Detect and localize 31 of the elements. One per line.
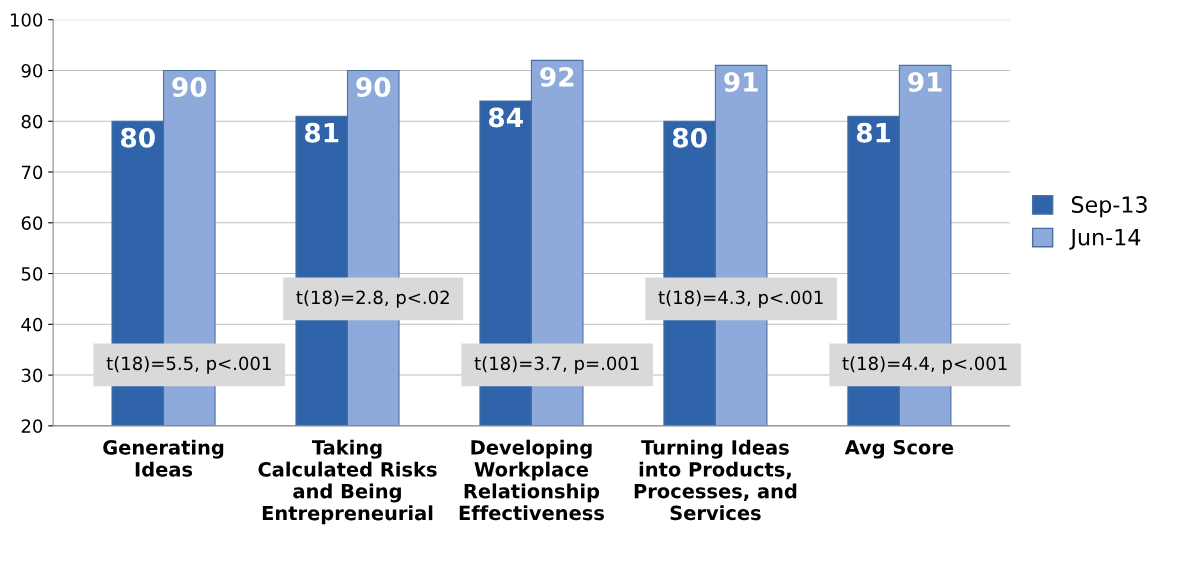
legend-label: Sep-13 <box>1071 196 1147 218</box>
data-label: 80 <box>121 127 155 148</box>
annotation: t(18)=3.7, p=.001 <box>474 356 639 374</box>
annotation: t(18)=4.3, p<.001 <box>658 290 823 308</box>
y-tick-label: 80 <box>21 114 43 129</box>
x-tick-label: Generating Ideas <box>103 439 224 477</box>
legend-label: Jun-14 <box>1069 229 1141 250</box>
data-label: 92 <box>540 66 574 87</box>
data-label: 81 <box>304 122 339 143</box>
data-label: 91 <box>908 72 942 92</box>
y-tick-label: 30 <box>21 368 43 383</box>
y-tick-label: 100 <box>10 13 43 27</box>
y-tick-label: 60 <box>21 216 43 230</box>
annotation: t(18)=4.4, p<.001 <box>842 356 1007 374</box>
x-tick-label: Taking Calculated Risks and Being Entrepreneurial <box>258 439 437 525</box>
annotation: t(18)=5.5, p<.001 <box>106 356 271 374</box>
data-label: 90 <box>172 77 207 98</box>
data-label: 91 <box>724 72 758 92</box>
x-tick-label: Turning Ideas into Products, Processes, and Services <box>634 439 797 521</box>
y-tick-label: 70 <box>21 165 43 180</box>
data-label: 90 <box>356 77 391 98</box>
x-tick-label: Developing Workplace Relationship Effectiveness <box>459 439 604 521</box>
y-tick-label: 20 <box>21 419 43 433</box>
y-tick-label: 90 <box>21 63 43 78</box>
x-tick-label: Avg Score <box>844 439 954 459</box>
data-label: 81 <box>856 122 891 143</box>
data-label: 84 <box>488 107 523 128</box>
annotation: t(18)=2.8, p<.02 <box>296 290 449 308</box>
y-tick-label: 50 <box>21 267 43 281</box>
y-tick-label: 40 <box>21 317 43 332</box>
data-label: 80 <box>672 127 707 148</box>
